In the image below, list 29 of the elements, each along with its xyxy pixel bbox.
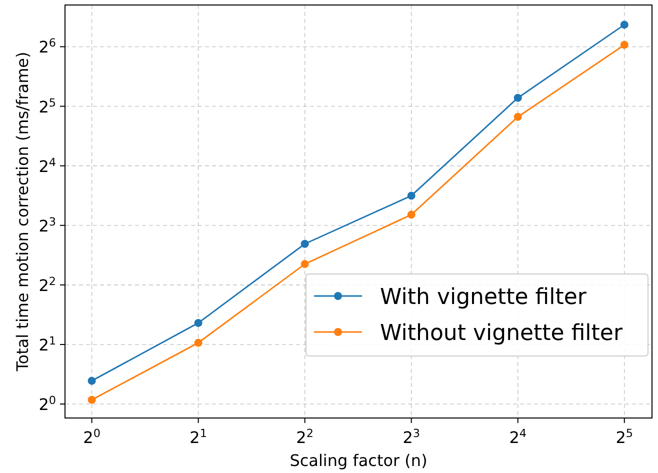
x-tick-label: 2$^{4}$ — [509, 426, 527, 447]
point — [88, 396, 96, 404]
y-tick-label: 2$^{3}$ — [38, 214, 56, 236]
point — [300, 260, 309, 268]
y-tick-label: 2$^{0}$ — [38, 394, 56, 414]
point — [88, 376, 96, 385]
point — [407, 192, 416, 200]
point — [514, 112, 522, 121]
x-tick-label: 2$^{3}$ — [402, 426, 420, 447]
point — [620, 40, 628, 49]
point — [300, 240, 309, 248]
legend-label: Without vignette filter — [380, 321, 624, 346]
point — [407, 210, 416, 219]
point — [514, 94, 522, 102]
y-tick-label: 2$^{1}$ — [38, 334, 56, 354]
y-tick-label: 2$^{2}$ — [38, 274, 56, 295]
legend-label: With vignette filter — [380, 285, 588, 310]
x-tick-label: 2$^{5}$ — [616, 426, 634, 447]
y-tick-label: 2$^{6}$ — [38, 36, 56, 57]
y-tick-label: 2$^{4}$ — [38, 155, 56, 176]
x-axis-title: Scaling factor (n) — [290, 451, 428, 470]
y-axis-title: Total time motion correction (ms/frame) — [13, 52, 32, 372]
y-tick-label: 2$^{5}$ — [38, 96, 56, 116]
x-tick-label: 2$^{1}$ — [190, 426, 207, 447]
point — [620, 20, 628, 29]
x-tick-label: 2$^{0}$ — [83, 426, 100, 447]
point — [194, 338, 202, 347]
x-tick-label: 2$^{2}$ — [296, 426, 314, 447]
point — [194, 318, 202, 327]
